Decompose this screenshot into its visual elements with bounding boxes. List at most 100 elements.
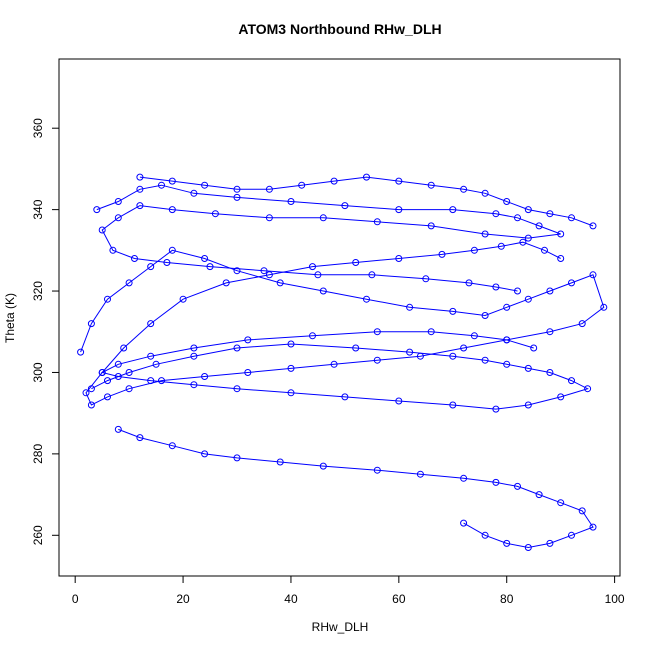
data-point xyxy=(449,206,457,214)
data-point xyxy=(492,283,500,291)
data-point xyxy=(260,267,268,275)
data-point xyxy=(125,369,133,376)
data-point xyxy=(589,222,597,230)
data-point xyxy=(222,279,230,287)
data-point xyxy=(114,373,122,380)
data-point xyxy=(287,198,295,205)
data-point xyxy=(568,377,575,385)
series-line xyxy=(96,184,561,292)
data-point xyxy=(265,185,273,193)
data-point xyxy=(190,344,198,352)
data-point xyxy=(276,458,284,466)
data-point xyxy=(395,255,403,262)
data-point xyxy=(530,344,538,352)
data-point xyxy=(147,377,155,385)
data-point xyxy=(373,328,381,336)
data-point xyxy=(352,259,360,266)
data-point xyxy=(244,336,252,344)
data-point xyxy=(201,373,209,380)
series-line xyxy=(80,241,605,406)
data-point xyxy=(535,491,543,499)
chart-title: ATOM3 Northbound RHw_DLH xyxy=(238,21,441,37)
data-point xyxy=(481,312,489,319)
x-tick-label: 60 xyxy=(392,592,406,606)
data-point xyxy=(190,189,198,197)
data-point xyxy=(265,271,273,279)
data-point xyxy=(395,177,403,185)
data-point xyxy=(168,442,176,450)
data-point xyxy=(481,531,489,539)
data-point xyxy=(578,507,586,515)
data-point xyxy=(136,202,144,210)
data-point xyxy=(136,173,144,181)
data-point xyxy=(330,360,338,368)
data-point xyxy=(125,385,133,393)
data-point xyxy=(114,425,122,433)
data-point xyxy=(82,389,90,397)
data-point xyxy=(201,181,209,189)
data-point xyxy=(363,173,370,181)
data-point xyxy=(319,462,327,470)
data-point xyxy=(233,344,241,352)
data-point xyxy=(163,259,171,266)
series-4 xyxy=(114,425,597,551)
data-point xyxy=(109,246,117,254)
data-point xyxy=(406,303,414,311)
data-point xyxy=(206,263,214,271)
data-point xyxy=(460,519,468,527)
data-point xyxy=(136,185,144,193)
data-point xyxy=(546,328,554,336)
data-point xyxy=(449,307,457,315)
y-tick-label: 340 xyxy=(31,199,45,219)
data-point xyxy=(211,210,219,218)
data-point xyxy=(363,295,370,303)
data-point xyxy=(77,348,85,356)
data-point xyxy=(147,320,155,328)
x-tick-label: 20 xyxy=(176,592,190,606)
data-point xyxy=(557,499,565,507)
x-tick-label: 40 xyxy=(284,592,298,606)
data-point xyxy=(568,531,575,539)
data-point xyxy=(244,369,252,376)
y-tick-label: 280 xyxy=(31,444,45,464)
data-point xyxy=(114,214,122,222)
data-point xyxy=(233,267,241,275)
series-line xyxy=(118,428,594,549)
series-1 xyxy=(77,238,608,409)
data-point xyxy=(104,295,111,303)
data-point xyxy=(114,360,122,368)
data-point xyxy=(503,539,511,547)
data-point xyxy=(541,246,548,254)
data-point xyxy=(519,238,527,246)
data-point xyxy=(524,401,532,409)
data-point xyxy=(201,450,209,458)
data-point xyxy=(87,401,95,409)
data-point xyxy=(416,470,424,478)
data-point xyxy=(120,344,128,352)
data-point xyxy=(168,177,176,185)
y-tick-label: 360 xyxy=(31,118,45,138)
series-layer xyxy=(77,173,608,551)
plot-frame xyxy=(58,58,621,577)
data-point xyxy=(600,303,608,311)
data-point xyxy=(98,369,106,376)
data-point xyxy=(492,210,500,218)
data-point xyxy=(524,364,532,372)
data-point xyxy=(131,255,138,262)
data-point xyxy=(319,214,327,222)
data-point xyxy=(503,303,511,311)
data-point xyxy=(557,255,565,262)
data-point xyxy=(104,393,111,401)
x-tick-label: 100 xyxy=(605,592,625,606)
data-point xyxy=(352,344,360,352)
data-point xyxy=(589,271,597,279)
y-tick-label: 300 xyxy=(31,362,45,382)
x-tick-label: 80 xyxy=(500,592,514,606)
data-point xyxy=(87,385,95,393)
data-point xyxy=(524,234,532,242)
data-point xyxy=(427,222,435,230)
data-point xyxy=(147,352,155,360)
data-point xyxy=(422,275,430,283)
data-point xyxy=(470,332,478,340)
series-line xyxy=(91,331,589,410)
